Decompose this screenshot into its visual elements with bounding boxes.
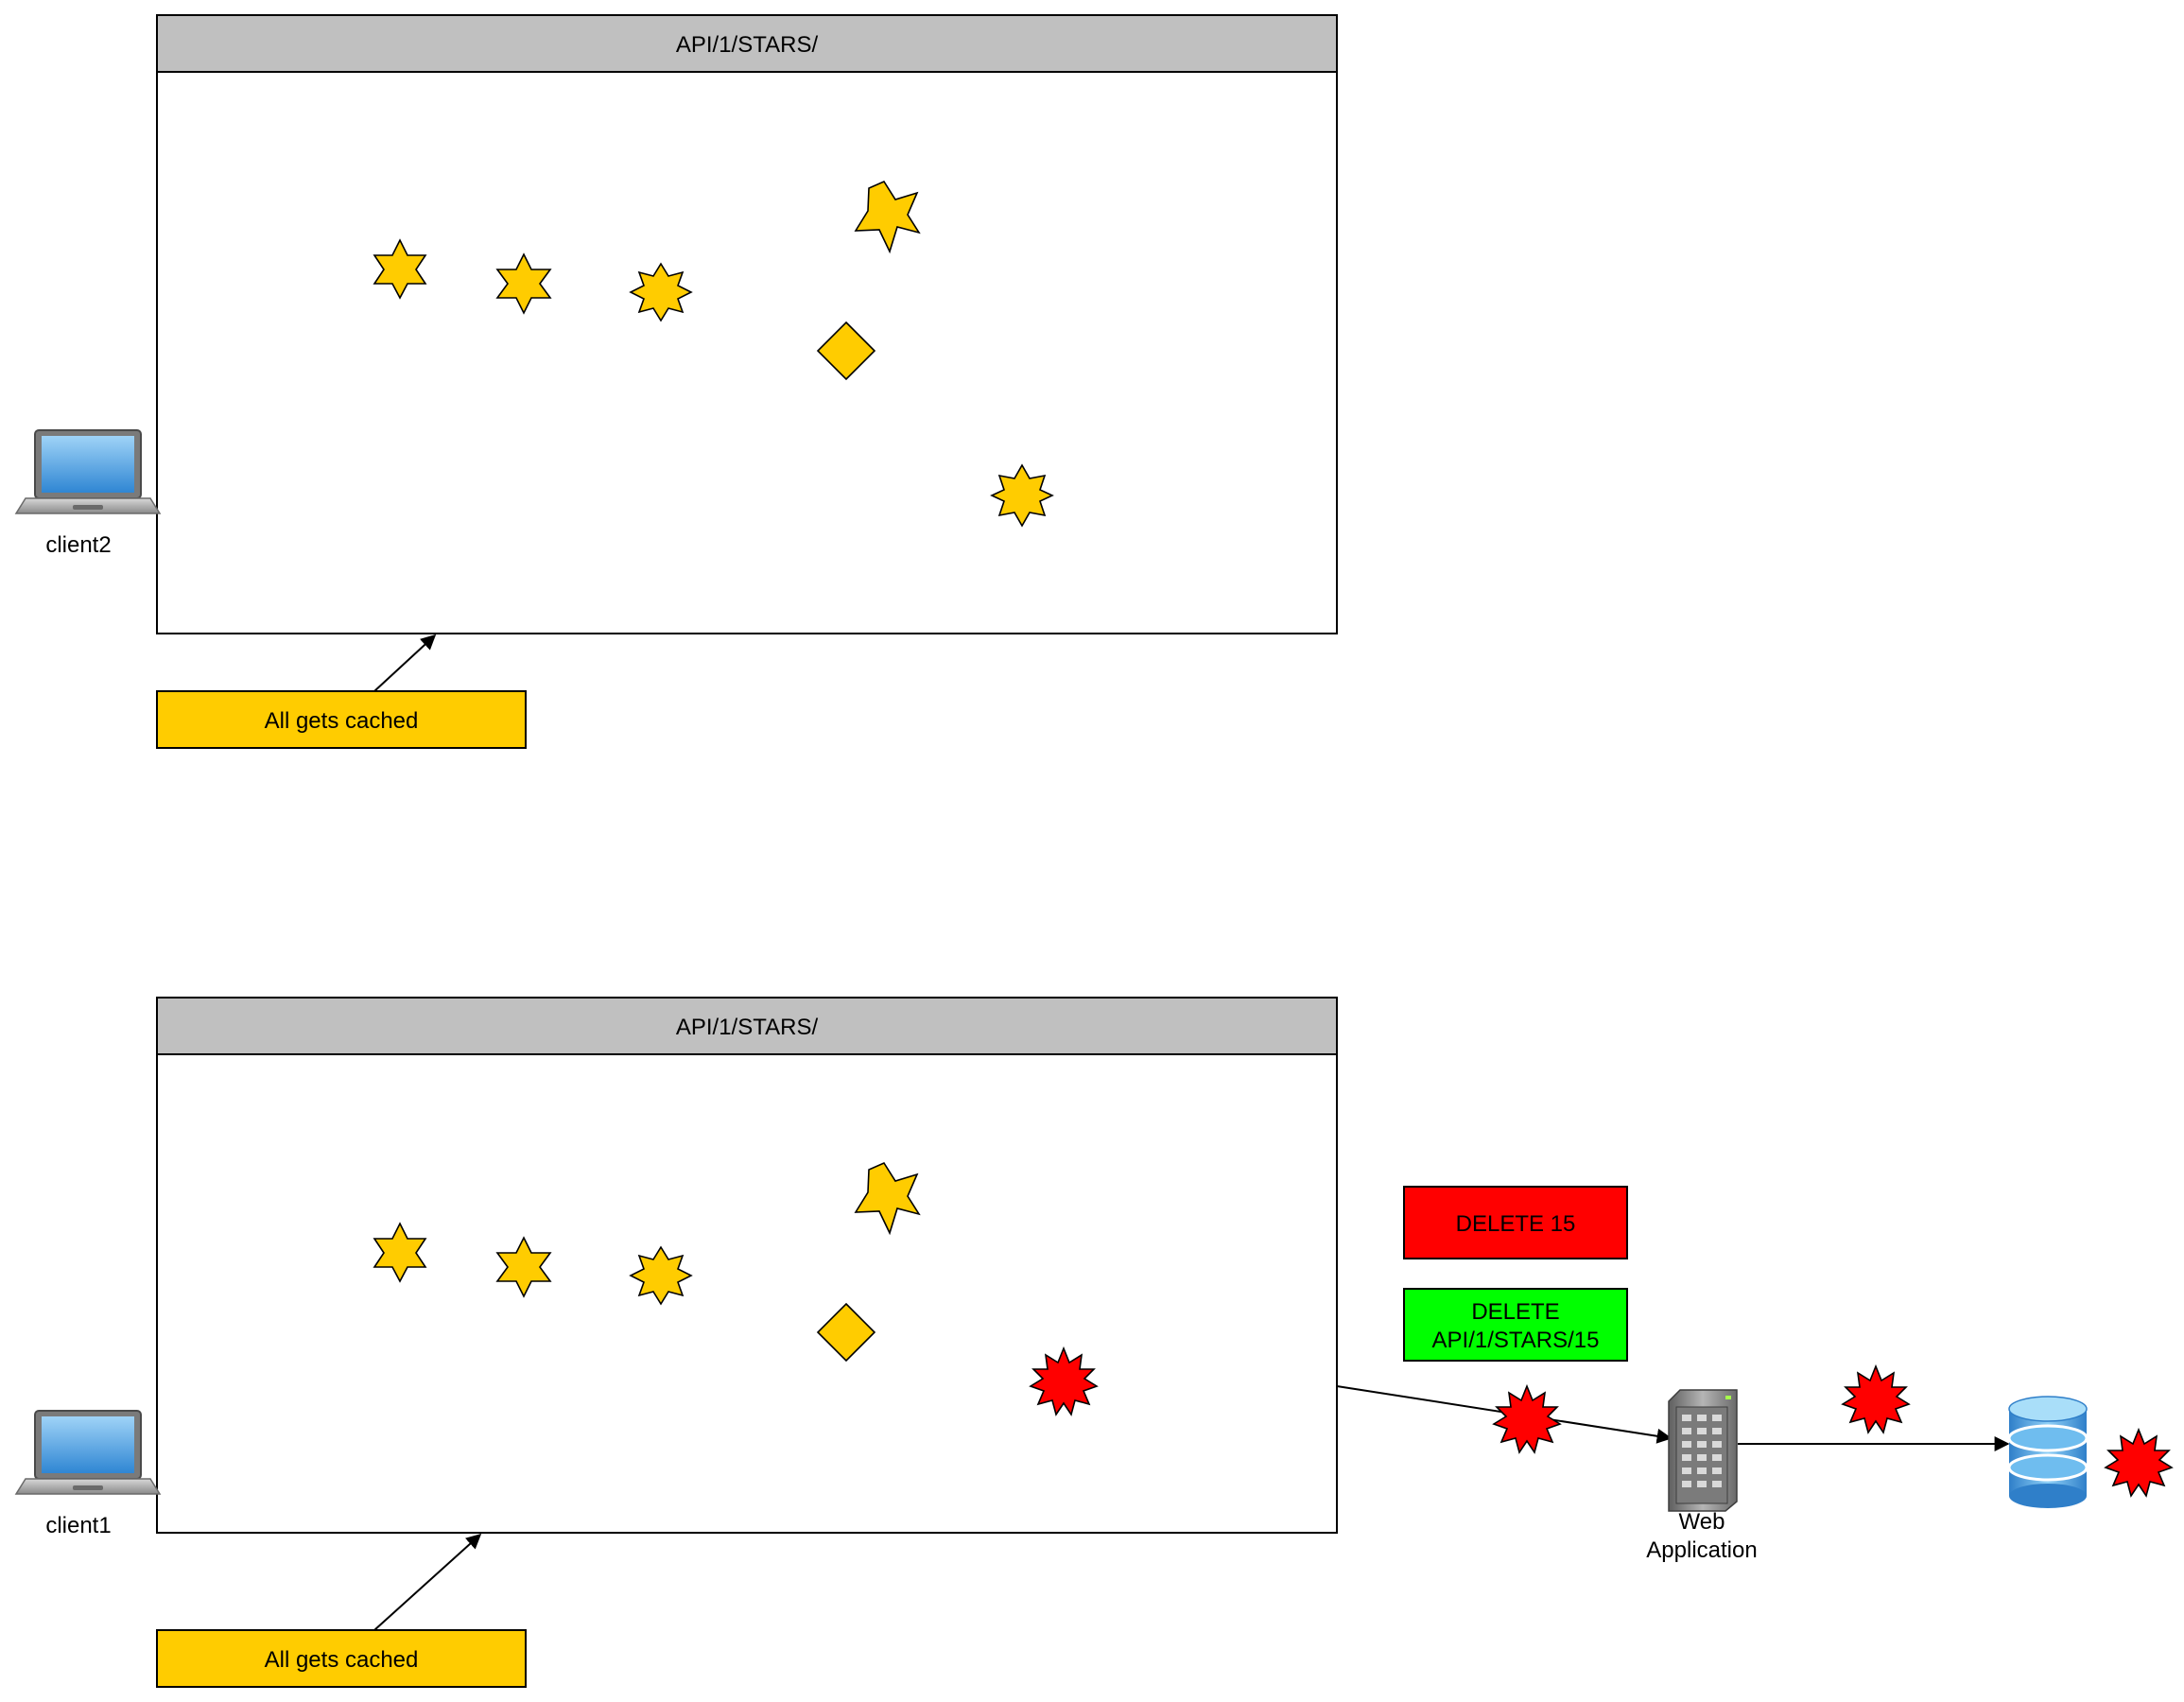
webapp-label-line1: Web	[1679, 1509, 1725, 1535]
server-icon	[1668, 1389, 1738, 1512]
client2-label: client2	[45, 532, 111, 558]
cache-note-upper: All gets cached	[156, 690, 527, 749]
panel-header	[156, 14, 1338, 73]
client1-laptop-icon	[14, 1410, 162, 1495]
note-text: All gets cached	[265, 1647, 419, 1673]
request-box	[1403, 1186, 1628, 1259]
request-box	[1403, 1288, 1628, 1362]
database-icon	[2007, 1396, 2089, 1508]
star-icon	[854, 1161, 921, 1236]
star-icon	[990, 463, 1054, 528]
star-icon	[629, 262, 693, 322]
star-icon	[373, 1222, 427, 1283]
request-text: DELETE 15	[1456, 1211, 1576, 1237]
cache-arrow-upper	[373, 634, 437, 692]
delete-full-request: DELETE API/1/STARS/15	[1403, 1288, 1628, 1362]
note-box	[156, 1629, 527, 1688]
request-text-line1: DELETE	[1471, 1299, 1559, 1325]
deleted-star-burst-icon	[1029, 1346, 1099, 1416]
panel-title: API/1/STARS/	[676, 32, 819, 58]
cache-panel-client1: API/1/STARS/	[156, 997, 1338, 1534]
panel-header	[156, 997, 1338, 1055]
star-icon	[373, 238, 427, 300]
cache-panel-client2: API/1/STARS/	[156, 14, 1338, 634]
webapp-label-line2: Application	[1646, 1537, 1757, 1563]
cache-arrow-lower	[373, 1533, 482, 1631]
panel-body	[156, 997, 1338, 1534]
diamond-icon	[816, 1302, 876, 1363]
cache-note-lower: All gets cached	[156, 1629, 527, 1688]
star-icon	[495, 252, 552, 315]
burst-icon	[1492, 1383, 1562, 1454]
note-text: All gets cached	[265, 708, 419, 734]
star-icon	[495, 1236, 552, 1298]
note-box	[156, 690, 527, 749]
client1-label: client1	[45, 1513, 111, 1538]
star-icon	[854, 180, 921, 254]
delete-short-request: DELETE 15	[1403, 1186, 1628, 1259]
burst-icon	[1841, 1363, 1911, 1434]
burst-icon	[2104, 1427, 2174, 1498]
diamond-icon	[816, 321, 876, 381]
request-text-line2: API/1/STARS/15	[1432, 1328, 1600, 1353]
client2-laptop-icon	[14, 429, 162, 514]
panel-title: API/1/STARS/	[676, 1015, 819, 1040]
star-icon	[629, 1245, 693, 1306]
panel-body	[156, 14, 1338, 634]
